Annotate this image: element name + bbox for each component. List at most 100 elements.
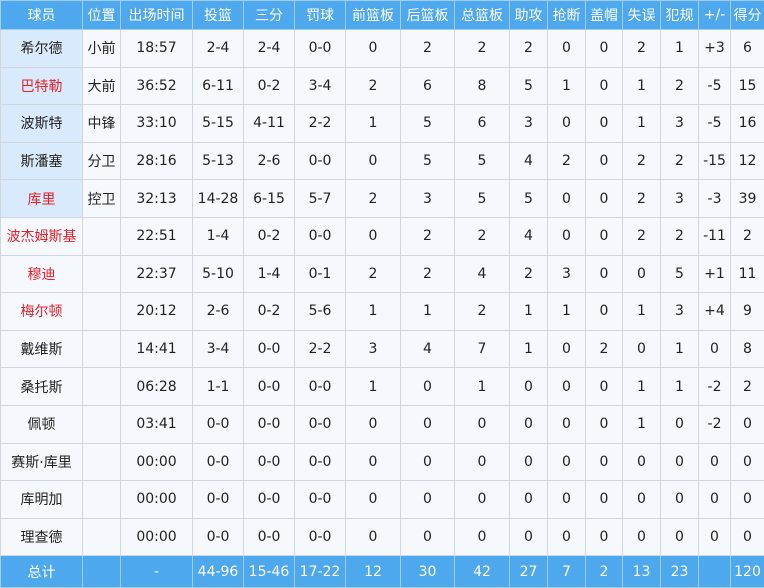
stat-cell: 0	[455, 443, 510, 481]
stat-cell: 0	[661, 405, 699, 443]
player-name[interactable]: 理查德	[1, 518, 83, 556]
column-header[interactable]: 得分	[731, 1, 764, 30]
column-header[interactable]: +/-	[699, 1, 731, 30]
stat-cell: 控卫	[83, 180, 121, 218]
stat-cell: 0	[623, 255, 661, 293]
player-name[interactable]: 库里	[1, 180, 83, 218]
player-name[interactable]: 巴特勒	[1, 67, 83, 105]
stat-cell: 0-0	[295, 368, 346, 406]
column-header[interactable]: 投篮	[193, 1, 244, 30]
stat-cell: 2	[401, 217, 455, 255]
stat-cell: 0-0	[244, 518, 295, 556]
player-name[interactable]: 佩顿	[1, 405, 83, 443]
stat-cell: 0	[586, 30, 623, 68]
column-header[interactable]: 位置	[83, 1, 121, 30]
stat-cell: 小前	[83, 30, 121, 68]
stat-cell: 0-0	[295, 30, 346, 68]
stat-cell: 0	[455, 405, 510, 443]
stat-cell: 0	[548, 405, 586, 443]
stat-cell: 0	[586, 142, 623, 180]
stat-cell: 0	[455, 518, 510, 556]
stat-cell: 00:00	[121, 481, 193, 519]
stat-cell: 0-0	[193, 443, 244, 481]
stat-cell: 0-1	[295, 255, 346, 293]
totals-cell: 7	[548, 556, 586, 588]
stat-cell: 0	[346, 518, 401, 556]
stat-cell: 0-2	[244, 293, 295, 331]
stat-cell: 0-0	[244, 405, 295, 443]
column-header[interactable]: 抢断	[548, 1, 586, 30]
stat-cell: 8	[455, 67, 510, 105]
player-name[interactable]: 波斯特	[1, 105, 83, 143]
stat-cell: 0	[548, 443, 586, 481]
stat-cell: -11	[699, 217, 731, 255]
stat-cell: 0	[510, 405, 548, 443]
stat-cell: 0	[510, 481, 548, 519]
stat-cell: -5	[699, 105, 731, 143]
stat-cell	[83, 481, 121, 519]
stat-cell: 0	[548, 518, 586, 556]
stat-cell: 2	[623, 142, 661, 180]
stat-cell: 7	[455, 330, 510, 368]
stat-cell: 1-4	[193, 217, 244, 255]
stat-cell: 03:41	[121, 405, 193, 443]
stat-cell: 5	[455, 142, 510, 180]
stat-cell: 2-6	[244, 142, 295, 180]
stat-cell: 3	[661, 180, 699, 218]
stat-cell: 大前	[83, 67, 121, 105]
stat-cell: 2	[401, 255, 455, 293]
player-name[interactable]: 穆迪	[1, 255, 83, 293]
stat-cell: 1	[346, 368, 401, 406]
stat-cell: 20:12	[121, 293, 193, 331]
stat-cell: 0	[623, 443, 661, 481]
stat-cell: 6-11	[193, 67, 244, 105]
stat-cell: 4	[510, 142, 548, 180]
stat-cell: +3	[699, 30, 731, 68]
column-header[interactable]: 盖帽	[586, 1, 623, 30]
stat-cell: 1	[455, 368, 510, 406]
column-header[interactable]: 球员	[1, 1, 83, 30]
stat-cell	[83, 443, 121, 481]
column-header[interactable]: 罚球	[295, 1, 346, 30]
stat-cell: 0	[401, 405, 455, 443]
stat-cell: 0	[401, 481, 455, 519]
player-name[interactable]: 斯潘塞	[1, 142, 83, 180]
column-header[interactable]: 三分	[244, 1, 295, 30]
stat-cell: 0	[346, 405, 401, 443]
player-name[interactable]: 梅尔顿	[1, 293, 83, 331]
player-name[interactable]: 赛斯·库里	[1, 443, 83, 481]
stat-cell: 0-2	[244, 217, 295, 255]
stat-cell: 1	[346, 105, 401, 143]
player-name[interactable]: 桑托斯	[1, 368, 83, 406]
player-name[interactable]: 希尔德	[1, 30, 83, 68]
stat-cell: 28:16	[121, 142, 193, 180]
stat-cell: 0-0	[193, 405, 244, 443]
stat-cell: 0-0	[193, 481, 244, 519]
column-header[interactable]: 后篮板	[401, 1, 455, 30]
player-name[interactable]: 库明加	[1, 481, 83, 519]
stat-cell: 3-4	[193, 330, 244, 368]
stat-cell: 0	[699, 330, 731, 368]
stat-cell: 1	[548, 293, 586, 331]
stat-cell: 0	[586, 293, 623, 331]
column-header[interactable]: 失误	[623, 1, 661, 30]
column-header[interactable]: 犯规	[661, 1, 699, 30]
totals-cell: 120	[731, 556, 764, 588]
stat-cell: 1-4	[244, 255, 295, 293]
player-name[interactable]: 戴维斯	[1, 330, 83, 368]
column-header[interactable]: 总篮板	[455, 1, 510, 30]
column-header[interactable]: 助攻	[510, 1, 548, 30]
stat-cell: 2-6	[193, 293, 244, 331]
column-header[interactable]: 前篮板	[346, 1, 401, 30]
player-name[interactable]: 波杰姆斯基	[1, 217, 83, 255]
column-header[interactable]: 出场时间	[121, 1, 193, 30]
stat-cell: 0	[586, 481, 623, 519]
stat-cell: 3	[548, 255, 586, 293]
